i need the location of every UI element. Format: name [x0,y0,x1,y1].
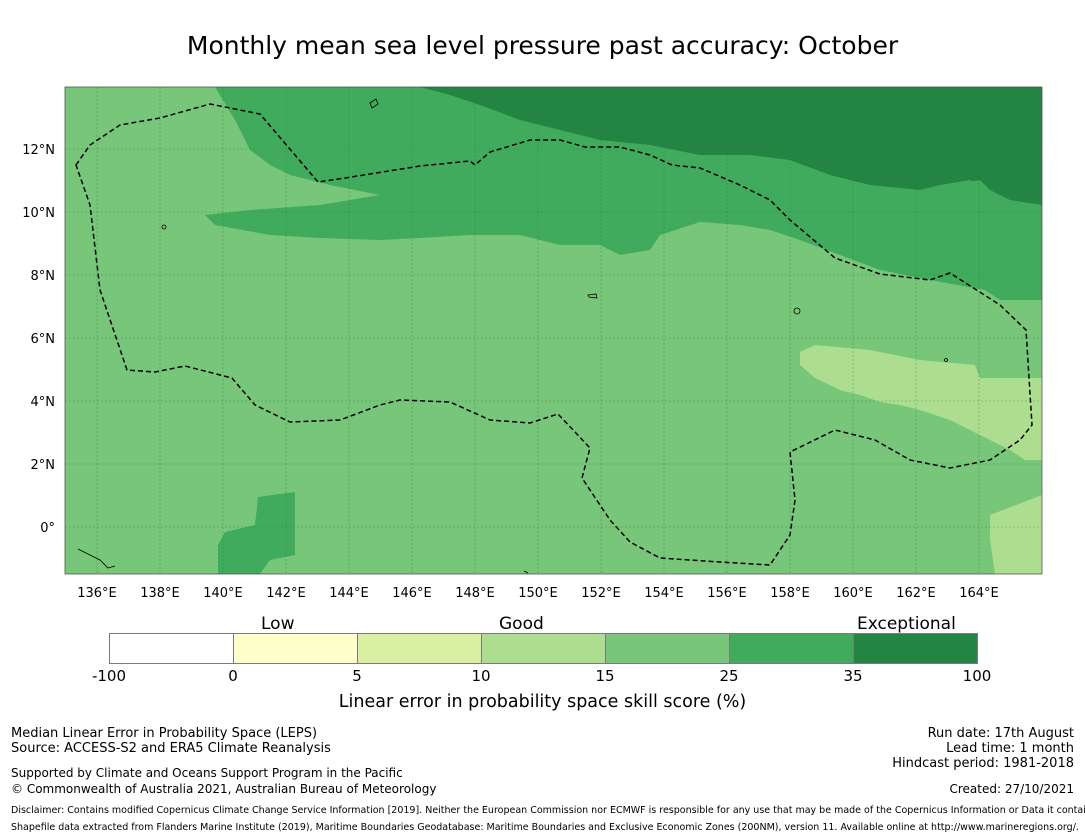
colorbar-tick: -100 [91,667,127,685]
lat-label: 10°N [22,206,55,221]
lon-tick-labels: 136°E 138°E 140°E 142°E 144°E 146°E 148°… [77,586,999,601]
map-frame [64,86,1043,575]
colorbar-segment [233,633,358,664]
lon-label: 146°E [392,586,432,601]
lat-label: 0° [40,521,55,536]
lon-label: 140°E [203,586,243,601]
lat-label: 4°N [31,395,56,410]
colorbar-tick: 10 [471,667,491,685]
lead-time: Lead time: 1 month [946,741,1074,756]
lon-label: 158°E [770,586,810,601]
lat-label: 8°N [31,269,56,284]
colorbar-segment [481,633,606,664]
colorbar-tick: 5 [352,667,362,685]
colorbar-segment [729,633,854,664]
lat-label: 12°N [22,143,55,158]
colorbar-tick: 15 [595,667,615,685]
colorbar-tick: 35 [843,667,863,685]
disclaimer: Disclaimer: Contains modified Copernicus… [11,805,1085,816]
colorbar-segment [853,633,978,664]
colorbar-segment [109,633,234,664]
footer-copyright: © Commonwealth of Australia 2021, Austra… [11,782,437,796]
colorbar-tick: 0 [228,667,238,685]
lon-label: 160°E [833,586,873,601]
colorbar-tick: 25 [719,667,739,685]
skill-map: 136°E 138°E 140°E 142°E 144°E 146°E 148°… [22,86,1043,601]
lon-label: 154°E [644,586,684,601]
lon-label: 150°E [518,586,558,601]
footer-source: Source: ACCESS-S2 and ERA5 Climate Reana… [11,741,331,756]
lon-label: 164°E [959,586,999,601]
colorbar-label: Linear error in probability space skill … [338,692,747,712]
lat-label: 2°N [31,458,56,473]
colorbar-segment [605,633,730,664]
colorbar-category-low: Low [261,614,295,634]
lat-tick-labels: 12°N 10°N 8°N 6°N 4°N 2°N 0° [22,143,55,536]
lat-label: 6°N [31,332,56,347]
footer-support: Supported by Climate and Oceans Support … [11,766,403,780]
colorbar [109,633,978,664]
map-title: Monthly mean sea level pressure past acc… [186,31,899,60]
colorbar-tick: 100 [962,667,992,685]
graticule [65,87,1042,574]
eez-boundary [75,103,1033,566]
footer-leps: Median Linear Error in Probability Space… [11,726,318,741]
shapefile-credit: Shapefile data extracted from Flanders M… [11,822,1079,833]
lon-label: 144°E [329,586,369,601]
run-date: Run date: 17th August [927,726,1074,741]
island-outlines [77,98,948,574]
created-date: Created: 27/10/2021 [949,782,1074,796]
colorbar-segment [357,633,482,664]
lon-label: 156°E [707,586,747,601]
colorbar-category-exceptional: Exceptional [857,614,956,634]
hindcast-period: Hindcast period: 1981-2018 [892,756,1074,771]
lon-label: 148°E [455,586,495,601]
colorbar-category-good: Good [499,614,544,634]
lon-label: 152°E [581,586,621,601]
lon-label: 162°E [896,586,936,601]
lon-label: 142°E [266,586,306,601]
lon-label: 138°E [140,586,180,601]
lon-label: 136°E [77,586,117,601]
